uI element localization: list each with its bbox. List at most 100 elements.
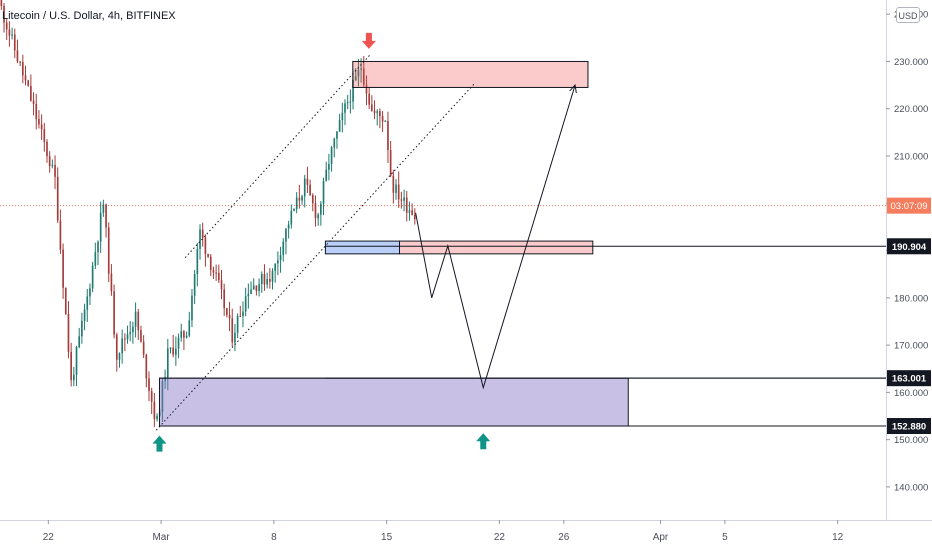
candle-body (279, 255, 282, 261)
candle-body (408, 210, 411, 213)
demand-zone-mid-blue[interactable] (324, 240, 401, 255)
candle-body (126, 334, 129, 340)
candle-body (115, 334, 118, 360)
candle-body (59, 220, 62, 250)
candle-body (277, 260, 279, 264)
candle-body (298, 197, 301, 201)
x-tick-label: 26 (558, 532, 570, 543)
demand-zone-mid-red[interactable] (399, 240, 594, 255)
candle-body (362, 68, 365, 85)
candle-body (175, 348, 177, 355)
candle-body (413, 214, 416, 220)
channel-lower-line[interactable] (155, 82, 476, 431)
candle-body (48, 156, 51, 166)
candle-body (97, 241, 99, 253)
candle-body (199, 229, 201, 249)
candle-body (40, 124, 43, 130)
candle-body (89, 288, 91, 297)
candle-body (62, 249, 64, 288)
candle-body (196, 248, 199, 274)
candle-body (54, 164, 56, 177)
demand-zone-bottom[interactable] (158, 377, 629, 427)
candle-body (384, 120, 387, 122)
y-tick-label: 230.000 (894, 57, 928, 68)
candle-body (271, 270, 274, 282)
green-up-arrow-left[interactable] (152, 435, 167, 452)
candle-body (172, 347, 175, 355)
candle-body (70, 351, 72, 381)
candle-body (368, 93, 370, 105)
candle-body (234, 332, 236, 343)
candle-body (309, 184, 311, 196)
candle-body (258, 284, 260, 291)
candle-body (352, 80, 354, 102)
y-tick-label: 150.000 (894, 435, 928, 446)
x-tick-label: 22 (43, 532, 55, 543)
candle-body (113, 291, 115, 335)
candle-body (140, 330, 142, 342)
candle-body (303, 178, 306, 197)
x-tick-label: 12 (832, 532, 844, 543)
x-tick-label: 22 (494, 532, 506, 543)
projection-path[interactable] (415, 84, 576, 390)
candle-body (209, 256, 212, 271)
candle-body (207, 253, 209, 257)
candle-body (220, 280, 223, 290)
y-tick-label: 140.000 (894, 482, 928, 493)
candle-body (371, 104, 373, 111)
channel-upper-line[interactable] (184, 54, 371, 258)
candle-body (99, 212, 102, 242)
candle-body (73, 374, 75, 381)
price-label-box (887, 238, 931, 255)
candle-body (387, 120, 389, 151)
candle-body (27, 80, 30, 86)
green-up-arrow-right[interactable] (476, 433, 491, 450)
candle-body (255, 285, 258, 291)
candle-body (156, 415, 158, 420)
candle-body (8, 29, 11, 36)
candle-body (228, 314, 231, 319)
supply-zone-top[interactable] (352, 60, 589, 88)
candle-body (395, 184, 397, 193)
candle-body (379, 111, 381, 117)
candle-body (403, 197, 405, 201)
candle-body (293, 209, 295, 211)
currency-button[interactable]: USD (896, 7, 920, 23)
candle-body (320, 203, 322, 215)
candle-body (392, 175, 395, 193)
x-tick-label: 8 (271, 532, 277, 543)
candle-body (231, 318, 234, 343)
candle-body (21, 61, 24, 76)
candle-body (311, 195, 314, 204)
candle-body (169, 347, 172, 349)
candle-body (102, 204, 105, 213)
candle-body (333, 138, 336, 148)
candle-body (301, 196, 303, 201)
red-down-arrow[interactable] (361, 32, 376, 49)
candle-body (129, 332, 132, 335)
price-axis-panel[interactable] (886, 0, 932, 550)
price-label-text: 152.880 (892, 422, 926, 433)
countdown-text: 03:07:09 (891, 201, 928, 212)
candle-body (285, 228, 287, 242)
candle-body (56, 176, 59, 221)
candle-body (83, 309, 86, 321)
candle-body (0, 0, 3, 7)
candle-body (295, 197, 298, 210)
candle-body (183, 331, 185, 338)
candle-body (118, 353, 121, 360)
candle-body (252, 285, 255, 290)
candle-body (354, 76, 357, 81)
candle-body (217, 272, 220, 281)
candle-body (188, 320, 191, 336)
candle-body (389, 150, 392, 176)
candle-body (3, 6, 5, 23)
candle-body (78, 336, 81, 348)
candle-body (360, 68, 362, 70)
candle-body (166, 348, 169, 378)
candle-body (121, 338, 123, 354)
candle-body (5, 22, 8, 30)
candle-body (328, 164, 330, 170)
